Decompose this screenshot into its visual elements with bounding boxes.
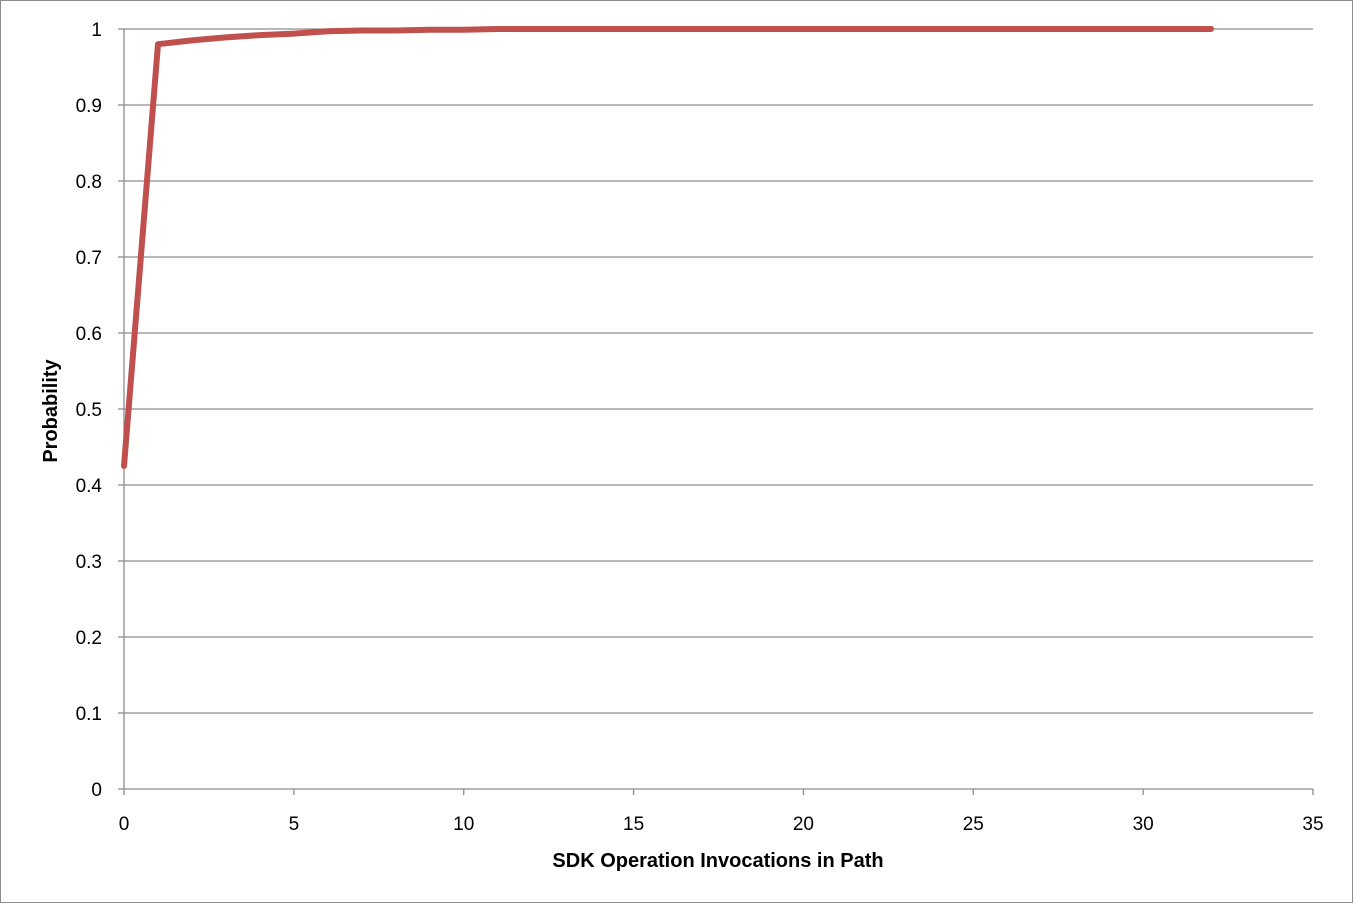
series-lines — [121, 26, 1215, 469]
gridlines — [124, 28, 1313, 714]
y-tick-label: 1 — [91, 20, 102, 41]
y-tick-label: 0.8 — [76, 172, 102, 193]
x-tick-labels: 0 5 10 15 20 25 30 35 — [119, 814, 1324, 835]
x-tick-label: 10 — [453, 814, 474, 835]
x-tick-label: 5 — [289, 814, 300, 835]
y-tick-label: 0 — [91, 780, 102, 801]
x-tick-label: 15 — [623, 814, 644, 835]
y-tick-label: 0.9 — [76, 96, 102, 117]
x-tick-label: 30 — [1133, 814, 1154, 835]
x-tick-label: 0 — [119, 814, 130, 835]
y-tick-label: 0.1 — [76, 704, 102, 725]
y-tick-label: 0.2 — [76, 628, 102, 649]
y-axis-title: Probability — [40, 358, 62, 462]
y-tick-label: 0.5 — [76, 400, 102, 421]
y-tick-label: 0.4 — [76, 476, 103, 497]
x-tick-label: 35 — [1302, 814, 1323, 835]
y-tick-label: 0.3 — [76, 552, 102, 573]
series-line — [121, 26, 1215, 469]
x-tick-label: 20 — [793, 814, 814, 835]
axes — [118, 28, 1314, 795]
y-tick-label: 0.6 — [76, 324, 102, 345]
x-axis-title: SDK Operation Invocations in Path — [552, 850, 883, 872]
y-tick-label: 0.7 — [76, 248, 102, 269]
x-tick-label: 25 — [963, 814, 984, 835]
y-tick-labels: 0 0.1 0.2 0.3 0.4 0.5 0.6 0.7 0.8 0.9 1 — [76, 20, 103, 801]
